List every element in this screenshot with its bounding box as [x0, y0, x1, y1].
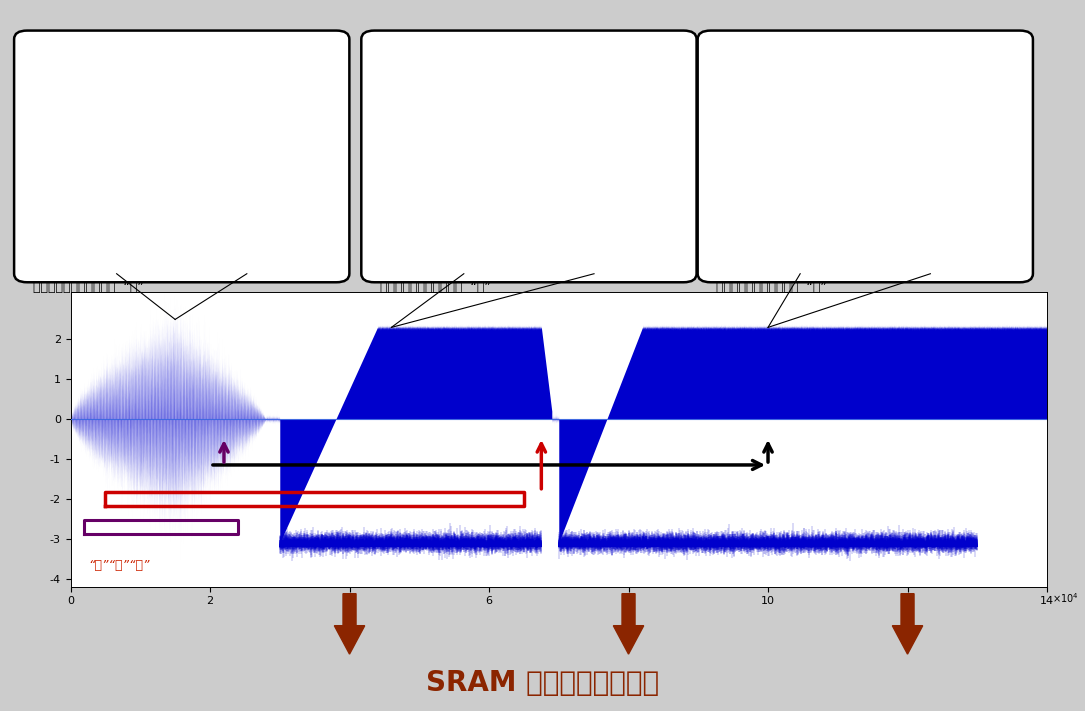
Text: $\times10^4$: $\times10^4$	[1014, 245, 1033, 255]
Text: “大”“家”“好”: “大”“家”“好”	[88, 559, 150, 572]
Text: $\times10^4$: $\times10^4$	[331, 245, 349, 255]
Text: 归一化后的有效语音数据  “好”: 归一化后的有效语音数据 “好”	[716, 281, 827, 294]
Text: $\times10^4$: $\times10^4$	[678, 245, 697, 255]
Text: 归一化后的有效语音数据  “大”: 归一化后的有效语音数据 “大”	[33, 281, 143, 294]
Text: 归一化后的有效语音数据  “家”: 归一化后的有效语音数据 “家”	[380, 281, 490, 294]
Text: SRAM 上电后的随机数据: SRAM 上电后的随机数据	[426, 668, 659, 697]
Text: $\times10^4$: $\times10^4$	[1052, 591, 1078, 605]
